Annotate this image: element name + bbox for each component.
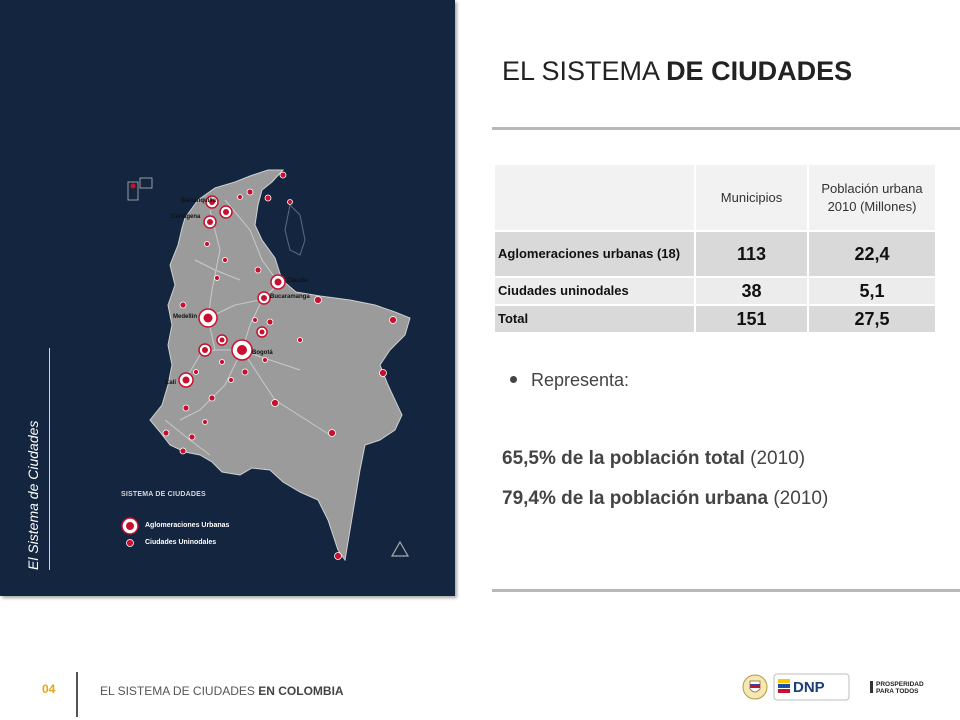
- table-header-poblacion: Población urbana 2010 (Millones): [807, 163, 937, 232]
- prosperidad-logo: PROSPERIDAD PARA TODOS: [870, 681, 924, 695]
- uninodal-markers: [162, 171, 397, 560]
- bottom-rule: [492, 589, 960, 592]
- stat-bold: 65,5% de la población total: [502, 448, 745, 469]
- stat-bold: 79,4% de la población urbana: [502, 488, 769, 509]
- dnp-logo: DNP: [773, 673, 850, 701]
- table-row: Ciudades uninodales 38 5,1: [493, 276, 937, 306]
- row-municipios: 38: [694, 276, 809, 306]
- row-municipios: 113: [694, 230, 809, 278]
- neighbor-outline: [284, 203, 306, 256]
- row-poblacion: 5,1: [807, 276, 937, 306]
- providencia-inset: [139, 177, 153, 189]
- bullet-text: Representa:: [531, 370, 630, 390]
- footer-text-regular: EL SISTEMA DE CIUDADES: [100, 684, 259, 698]
- legend-label-aglomeraciones: Aglomeraciones Urbanas: [145, 522, 230, 529]
- city-label-medellin: Medellín: [173, 314, 198, 320]
- city-label-bogota: Bogotá: [252, 350, 273, 356]
- side-divider: [49, 348, 50, 570]
- row-label: Aglomeraciones urbanas (18): [493, 230, 696, 278]
- page-number: 04: [42, 682, 56, 696]
- prosperidad-text-1: PROSPERIDAD: [876, 681, 924, 688]
- table-header-cell: [493, 163, 696, 232]
- table-header-row: Municipios Población urbana 2010 (Millon…: [493, 163, 937, 232]
- colombia-map: [121, 169, 411, 562]
- prosperidad-text-2: PARA TODOS: [876, 688, 919, 695]
- colombia-landmass: [149, 169, 411, 562]
- row-poblacion: 27,5: [807, 304, 937, 334]
- title-regular: EL SISTEMA: [502, 56, 667, 86]
- bullet-dot-icon: [510, 375, 517, 383]
- legend-uninodal-icon: [126, 539, 134, 547]
- city-label-cucuta: Cúcuta: [287, 278, 308, 284]
- city-label-bucaramanga: Bucaramanga: [270, 294, 310, 300]
- city-label-barranquilla: Barranquilla: [181, 198, 217, 204]
- map-legend-title: SISTEMA DE CIUDADES: [121, 491, 206, 498]
- legend-label-uninodales: Ciudades Uninodales: [145, 539, 217, 546]
- row-label: Total: [493, 304, 696, 334]
- side-label: El Sistema de Ciudades: [25, 420, 41, 570]
- title-bold: DE CIUDADES: [666, 56, 853, 86]
- row-label: Ciudades uninodales: [493, 276, 696, 306]
- footer-text-bold: EN COLOMBIA: [258, 684, 344, 698]
- top-rule: [492, 127, 960, 130]
- dnp-logo-text: DNP: [793, 679, 825, 696]
- population-table: Municipios Población urbana 2010 (Millon…: [493, 163, 937, 334]
- aglomeracion-markers: [178, 195, 286, 388]
- row-poblacion: 22,4: [807, 230, 937, 278]
- row-municipios: 151: [694, 304, 809, 334]
- map-panel: Barranquilla Cartagena Cúcuta Bucaramang…: [0, 0, 455, 596]
- san-andres-marker: [130, 183, 136, 189]
- stat-year: (2010): [768, 488, 829, 509]
- north-arrow-icon: [390, 540, 410, 557]
- city-label-cartagena: Cartagena: [171, 214, 201, 220]
- footer-logos: DNP PROSPERIDAD PARA TODOS: [742, 673, 924, 701]
- san-andres-inset: [127, 181, 139, 201]
- stat-urban-population: 79,4% de la población urbana (2010): [502, 488, 828, 510]
- stat-year: (2010): [744, 448, 806, 469]
- table-row: Aglomeraciones urbanas (18) 113 22,4: [493, 230, 937, 278]
- bullet-item: Representa:: [510, 370, 629, 391]
- page-title: EL SISTEMA DE CIUDADES: [502, 56, 852, 87]
- stat-total-population: 65,5% de la población total (2010): [502, 448, 805, 470]
- city-label-cali: Cali: [165, 380, 177, 386]
- table-row: Total 151 27,5: [493, 304, 937, 334]
- footer-text: EL SISTEMA DE CIUDADES EN COLOMBIA: [100, 684, 344, 698]
- footer-divider: [76, 672, 78, 717]
- coat-of-arms-icon: [742, 674, 768, 700]
- table-header-municipios: Municipios: [694, 163, 809, 232]
